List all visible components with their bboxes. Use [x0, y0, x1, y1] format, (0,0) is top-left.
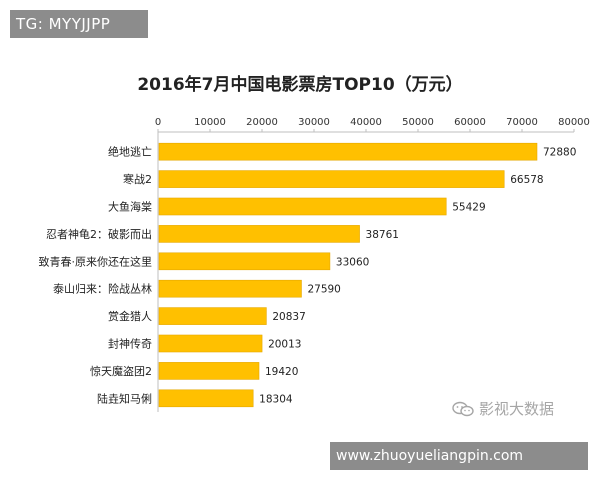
- category-label: 泰山归来：险战丛林: [53, 282, 152, 296]
- category-label: 忍者神龟2：破影而出: [46, 227, 152, 241]
- value-label: 38761: [366, 229, 399, 241]
- bar: [158, 362, 260, 380]
- bar: [158, 334, 263, 353]
- value-label: 20837: [272, 311, 305, 323]
- x-tick-label: 60000: [454, 117, 486, 128]
- category-label: 惊天魔盗团2: [90, 364, 152, 378]
- watermark: 影视大数据: [452, 398, 554, 419]
- x-tick-label: 0: [155, 117, 161, 128]
- x-tick-label: 30000: [298, 117, 330, 128]
- chart-title: 2016年7月中国电影票房TOP10（万元）: [137, 75, 463, 95]
- value-label: 66578: [510, 174, 543, 186]
- value-label: 33060: [336, 256, 369, 268]
- x-tick-label: 40000: [350, 117, 382, 128]
- x-tick-label: 80000: [558, 117, 590, 128]
- category-label: 寒战2: [123, 172, 152, 186]
- watermark-text: 影视大数据: [479, 400, 555, 418]
- value-label: 55429: [452, 202, 485, 214]
- x-tick-label: 70000: [506, 117, 538, 128]
- category-label: 绝地逃亡: [108, 145, 152, 159]
- bar: [158, 197, 447, 216]
- category-label: 陆垚知马俐: [97, 391, 152, 405]
- url-banner[interactable]: www.zhuoyueliangpin.com: [330, 442, 588, 470]
- wechat-icon: [452, 401, 474, 416]
- bar: [158, 389, 254, 408]
- value-label: 27590: [307, 284, 340, 296]
- x-tick-label: 20000: [246, 117, 278, 128]
- tg-badge: TG: MYYJJPP: [10, 10, 148, 38]
- category-label: 大鱼海棠: [108, 200, 152, 214]
- value-label: 18304: [259, 393, 293, 405]
- category-label: 赏金猎人: [108, 309, 152, 323]
- value-label: 72880: [543, 147, 576, 159]
- bar: [158, 279, 302, 298]
- value-label: 20013: [268, 339, 301, 351]
- value-label: 19420: [265, 366, 298, 378]
- bar: [158, 142, 538, 161]
- x-tick-label: 10000: [194, 117, 226, 128]
- category-label: 致青春·原来你还在这里: [39, 254, 153, 268]
- bar: [158, 307, 267, 325]
- bar: [158, 225, 360, 243]
- category-label: 封神传奇: [108, 337, 152, 351]
- bar: [158, 252, 331, 271]
- x-tick-label: 50000: [402, 117, 434, 128]
- bar: [158, 170, 505, 188]
